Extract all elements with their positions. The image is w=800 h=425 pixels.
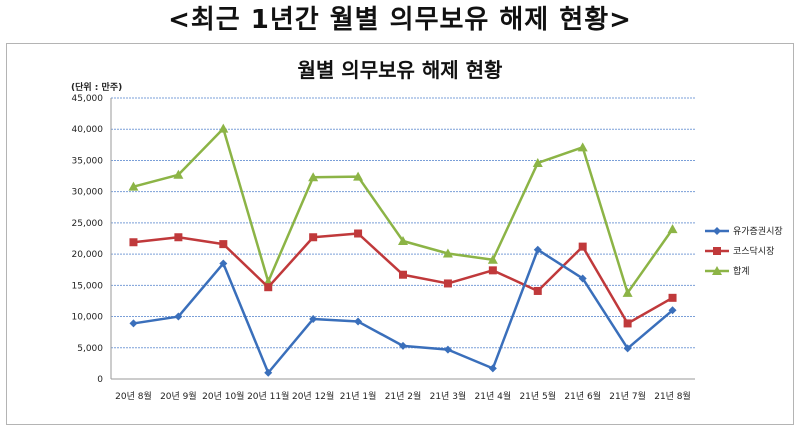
unit-label: (단위 : 만주) [71, 81, 122, 93]
y-tick-label: 20,000 [72, 250, 104, 260]
triangle-marker [128, 181, 139, 191]
square-marker [354, 229, 363, 238]
x-tick-label: 20년 12월 [292, 390, 334, 402]
x-tick-label: 21년 3월 [430, 390, 467, 402]
gridlines [111, 97, 695, 349]
y-tick-label: 35,000 [72, 156, 104, 166]
square-marker [488, 266, 497, 275]
square-marker [443, 279, 452, 288]
triangle-marker [353, 171, 364, 181]
line-chart: 월별 의무보유 해제 현황 (단위 : 만주) 0 5,000 10,000 15,0… [71, 58, 783, 402]
series-line [129, 245, 677, 377]
x-tick-label: 21년 4월 [475, 390, 512, 402]
square-marker [129, 238, 138, 247]
square-marker [264, 283, 273, 292]
y-tick-label: 10,000 [72, 313, 104, 323]
x-tick-label: 21년 7월 [609, 390, 646, 402]
series-line [128, 123, 678, 297]
square-marker [668, 293, 677, 302]
triangle-marker [398, 235, 408, 245]
legend-item: 유가증권시장 [705, 225, 783, 237]
square-marker [219, 240, 228, 249]
x-tick-label: 20년 8월 [115, 390, 152, 402]
y-tick-label: 15,000 [72, 281, 104, 291]
diamond-marker [219, 259, 228, 268]
x-tick-label: 20년 10월 [202, 390, 244, 402]
diamond-marker [399, 341, 407, 350]
diamond-marker [578, 274, 587, 283]
x-tick-label: 21년 5월 [519, 390, 556, 402]
triangle-marker [442, 248, 453, 258]
chart-frame: 월별 의무보유 해제 현황 (단위 : 만주) 0 5,000 10,000 15,0… [6, 43, 794, 425]
x-tick-label: 21년 6월 [564, 390, 601, 402]
diamond-marker [129, 319, 138, 328]
diamond-marker [443, 345, 452, 354]
triangle-marker [308, 172, 319, 182]
triangle-marker [577, 142, 588, 152]
y-tick-label: 0 [97, 375, 103, 385]
y-tick-label: 40,000 [72, 125, 104, 135]
diamond-marker [713, 227, 721, 235]
triangle-marker [622, 287, 633, 297]
diamond-marker [354, 317, 363, 326]
x-tick-label: 20년 11월 [247, 390, 289, 402]
x-axis-ticks: 20년 8월 20년 9월 20년 10월 20년 11월 20년 12월 21년 1월 2… [115, 390, 691, 402]
diamond-marker [623, 344, 632, 353]
diamond-marker [174, 312, 183, 321]
series-line [129, 229, 677, 328]
legend-label: 유가증권시장 [733, 225, 783, 237]
square-marker [578, 242, 587, 251]
chart-title: 월별 의무보유 해제 현황 [298, 58, 503, 82]
diamond-marker [533, 245, 542, 254]
x-tick-label: 21년 2월 [385, 390, 422, 402]
square-marker [399, 270, 407, 279]
triangle-marker [532, 157, 543, 167]
series-group [128, 123, 678, 377]
triangle-marker [712, 266, 722, 275]
y-tick-label: 45,000 [72, 94, 104, 104]
triangle-marker [487, 254, 498, 264]
legend-item: 코스닥시장 [705, 246, 774, 257]
y-tick-label: 30,000 [72, 188, 104, 198]
square-marker [533, 286, 542, 295]
page-title: <최근 1년간 월별 의무보유 해제 현황> [168, 5, 632, 35]
diamond-marker [309, 315, 318, 324]
x-tick-label: 20년 9월 [160, 390, 197, 402]
y-tick-label: 25,000 [72, 219, 104, 229]
triangle-marker [173, 169, 184, 179]
square-marker [174, 233, 183, 242]
square-marker [713, 247, 721, 255]
diamond-marker [264, 368, 273, 377]
x-tick-label: 21년 1월 [340, 390, 377, 402]
y-axis-ticks: 0 5,000 10,000 15,000 20,000 25,000 30,000 35,0… [72, 94, 104, 385]
triangle-marker [218, 123, 229, 133]
x-tick-label: 21년 8월 [654, 390, 691, 402]
diamond-marker [488, 364, 497, 373]
diamond-marker [668, 306, 677, 315]
square-marker [623, 319, 632, 328]
triangle-marker [667, 224, 678, 234]
square-marker [309, 233, 318, 242]
legend-label: 코스닥시장 [733, 246, 774, 257]
legend-label: 합계 [733, 265, 750, 277]
y-tick-label: 5,000 [77, 344, 103, 354]
legend-item: 합계 [705, 265, 750, 277]
